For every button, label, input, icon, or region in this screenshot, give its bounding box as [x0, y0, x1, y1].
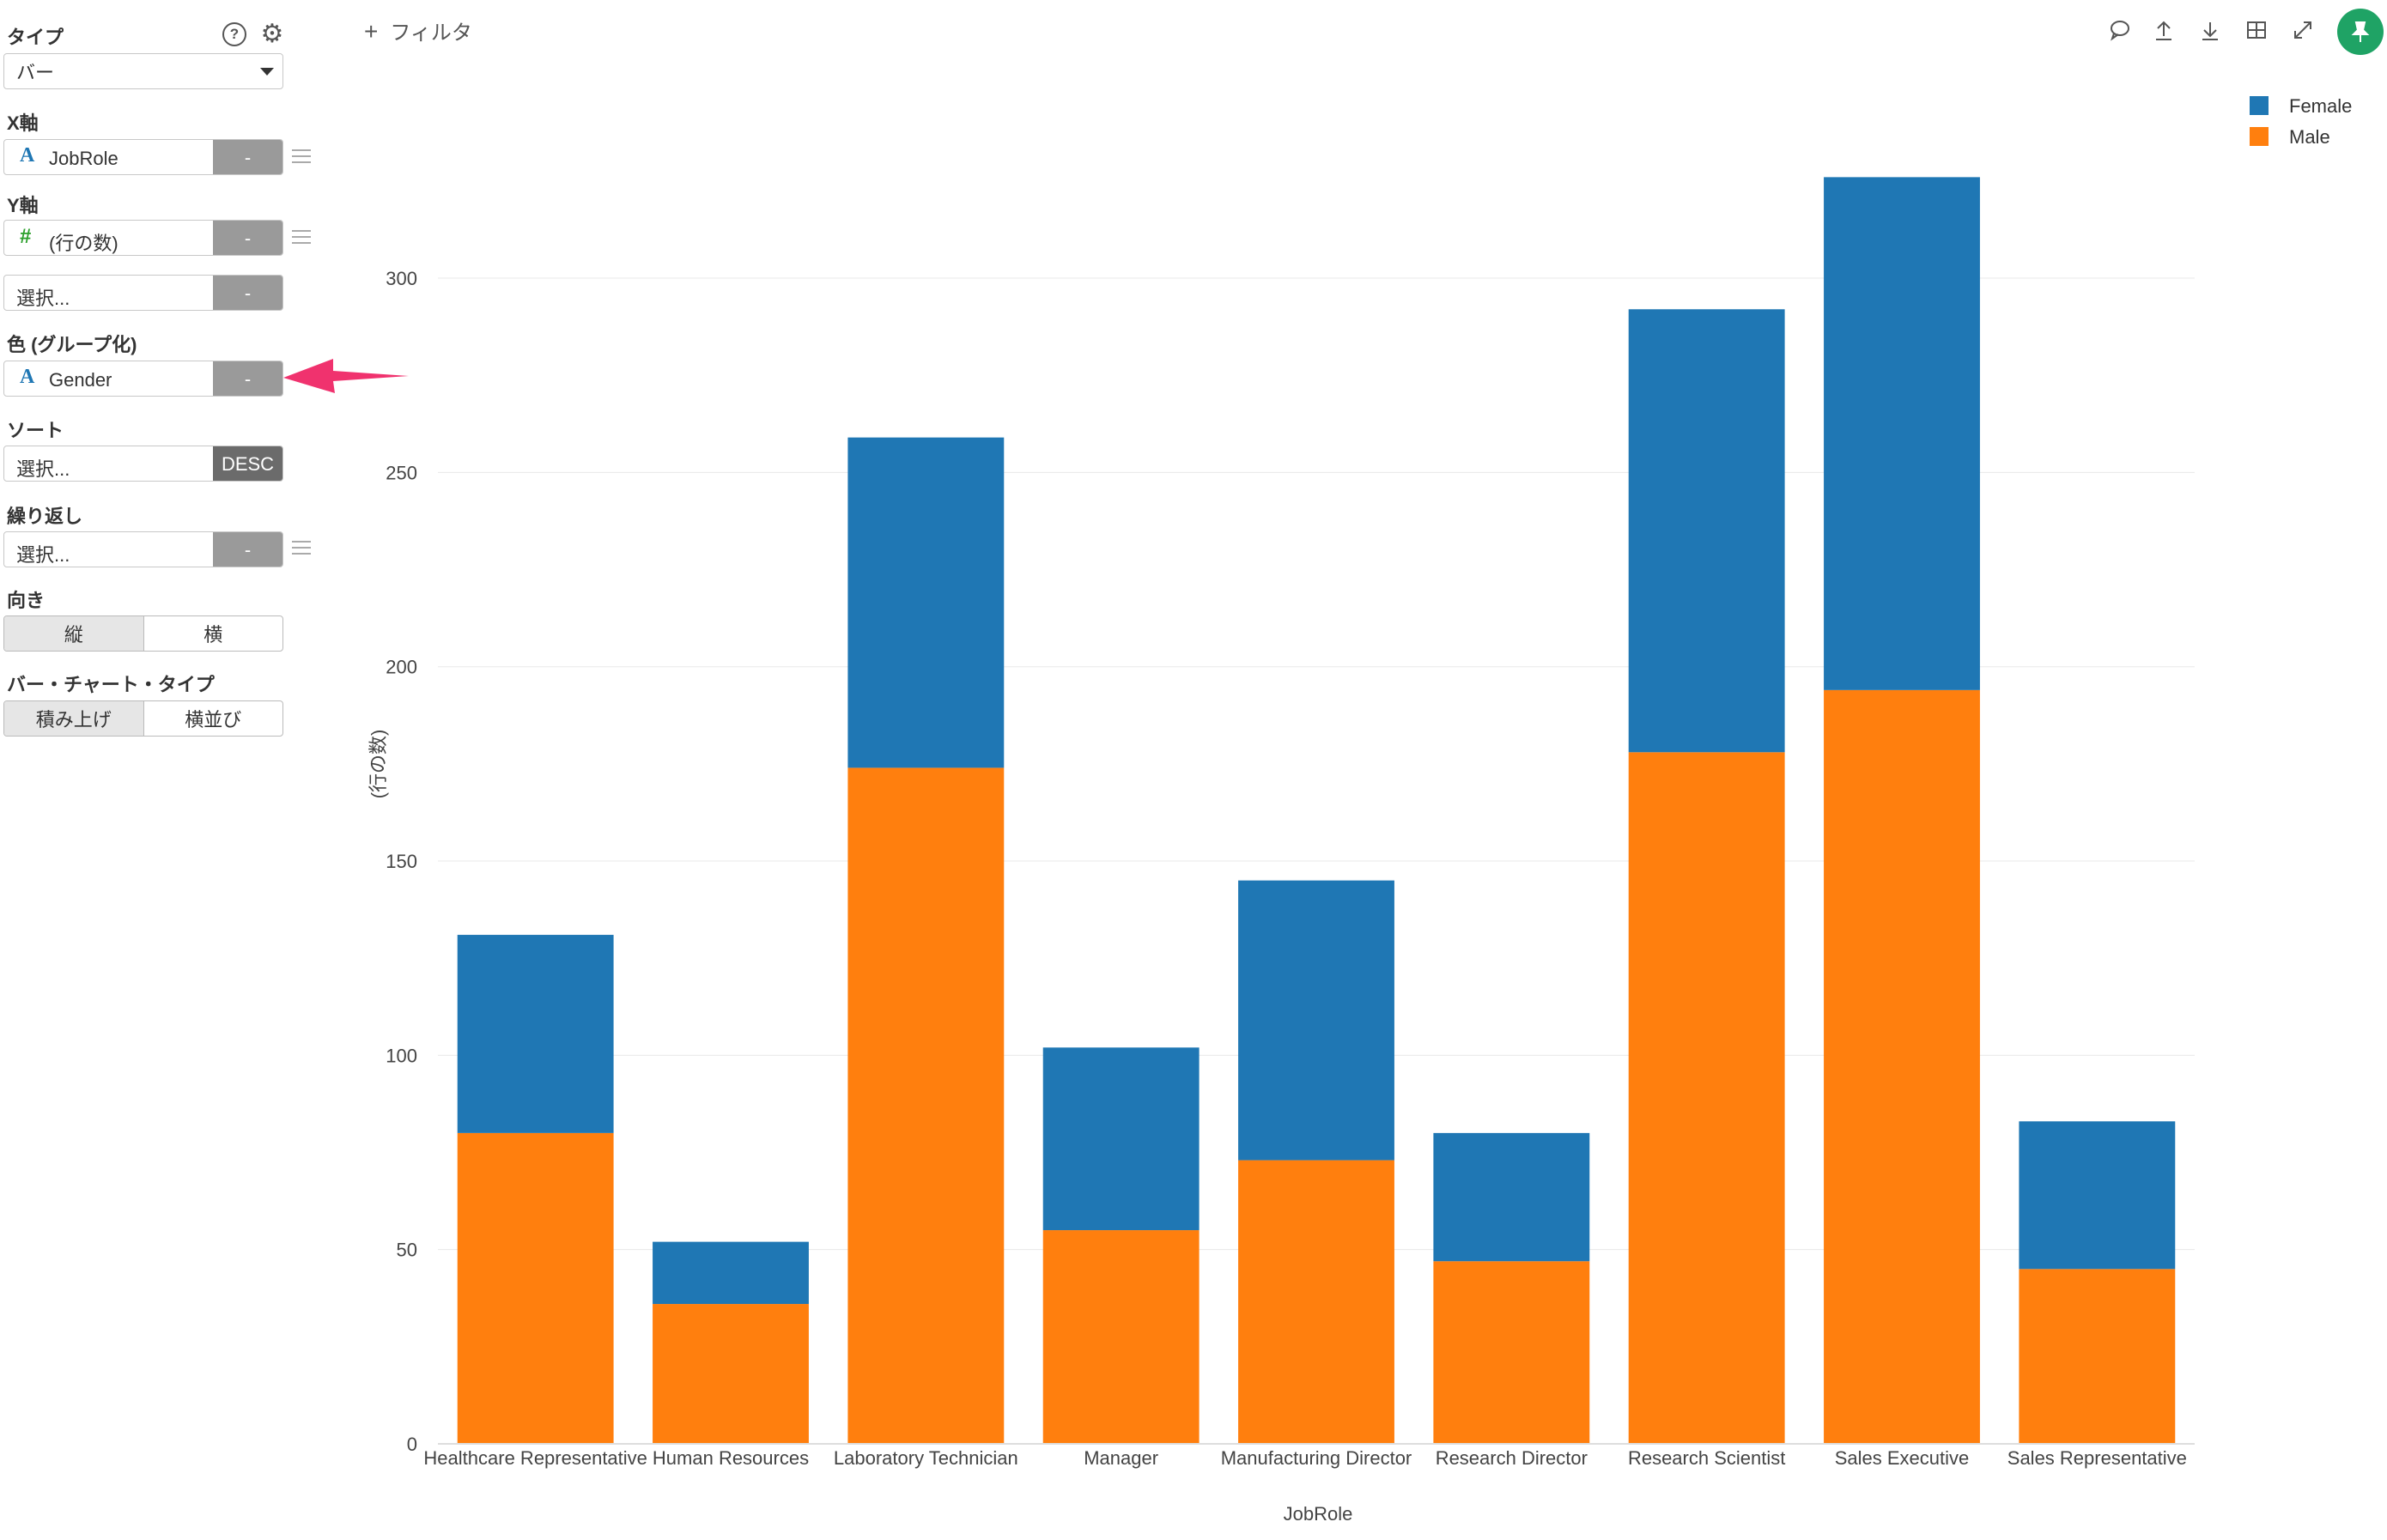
x-tick-label: Research Director [1436, 1447, 1588, 1469]
x-axis-menu-icon[interactable] [292, 149, 311, 163]
legend-label-female: Female [2289, 95, 2352, 117]
annotation-arrow [283, 359, 409, 393]
filter-label: フィルタ [390, 21, 472, 45]
bar-female[interactable] [1824, 177, 1980, 690]
add-filter-button[interactable]: + フィルタ [364, 15, 472, 45]
table-icon[interactable] [2242, 15, 2271, 45]
bar-female[interactable] [457, 935, 614, 1133]
x-tick-label: Manufacturing Director [1221, 1447, 1412, 1469]
y-tick-label: 150 [386, 851, 417, 872]
y-axis-field[interactable]: # (行の数) - [3, 220, 283, 256]
bars [457, 177, 2176, 1444]
bar-chart-type-toggle: 積み上げ 横並び [3, 700, 283, 737]
y-tick-label: 0 [407, 1434, 417, 1455]
x-axis-field-name: JobRole [49, 148, 118, 169]
bar-male[interactable] [1433, 1261, 1590, 1444]
color-options-button[interactable]: - [212, 361, 282, 396]
x-axis-title: JobRole [1284, 1503, 1353, 1525]
color-label: 色 (グループ化) [7, 334, 137, 355]
legend-swatch-female [2250, 96, 2269, 115]
y-axis-tick-labels: 0 50 100 150 200 250 300 [386, 268, 417, 1455]
x-axis-field[interactable]: A JobRole - [3, 139, 283, 175]
sort-field[interactable]: 選択... DESC [3, 446, 283, 482]
comment-icon[interactable] [2105, 15, 2135, 45]
chart-type-value: バー [16, 62, 55, 83]
orientation-vertical[interactable]: 縦 [4, 616, 144, 651]
bar-female[interactable] [1238, 880, 1394, 1161]
repeat-menu-icon[interactable] [292, 541, 311, 555]
y-axis-title: (行の数) [367, 730, 389, 799]
y-axis-options-button[interactable]: - [212, 221, 282, 255]
chevron-down-icon [260, 68, 274, 76]
color-field[interactable]: A Gender - [3, 361, 283, 397]
color-field-name: Gender [49, 369, 112, 391]
x-tick-label: Healthcare Representative [423, 1447, 647, 1469]
x-tick-label: Laboratory Technician [834, 1447, 1018, 1469]
bar-male[interactable] [653, 1304, 809, 1444]
bar-male[interactable] [2019, 1269, 2176, 1444]
text-type-icon: A [20, 144, 35, 167]
repeat-placeholder: 選択... [16, 544, 70, 566]
bar-female[interactable] [1433, 1132, 1590, 1262]
bar-female[interactable] [2019, 1121, 2176, 1270]
orientation-horizontal[interactable]: 横 [203, 624, 223, 646]
bar-female[interactable] [847, 437, 1005, 768]
x-axis-tick-labels: Healthcare Representative Human Resources… [423, 1447, 2186, 1469]
sort-placeholder: 選択... [16, 458, 70, 480]
sort-label: ソート [7, 420, 64, 441]
x-axis-label: X軸 [7, 112, 39, 134]
legend-label-male: Male [2289, 126, 2330, 148]
bar-male[interactable] [1628, 752, 1785, 1444]
y-tick-label: 50 [397, 1240, 417, 1261]
x-tick-label: Human Resources [653, 1447, 809, 1469]
bar-female[interactable] [1628, 309, 1785, 753]
bar-male[interactable] [457, 1132, 614, 1444]
orientation-label: 向き [7, 590, 46, 611]
x-axis-options-button[interactable]: - [212, 140, 282, 174]
y-axis-menu-icon[interactable] [292, 230, 311, 244]
y-axis-field-name: (行の数) [49, 233, 118, 254]
upload-icon[interactable] [2149, 15, 2178, 45]
bar-chart-type-label: バー・チャート・タイプ [7, 674, 215, 695]
x-tick-label: Manager [1084, 1447, 1158, 1469]
text-type-icon: A [20, 366, 35, 388]
y-axis-secondary-placeholder: 選択... [16, 288, 70, 309]
bar-male[interactable] [1824, 689, 1980, 1444]
bar-male[interactable] [1042, 1230, 1200, 1444]
bar-female[interactable] [1042, 1047, 1200, 1231]
orientation-toggle: 縦 横 [3, 615, 283, 652]
y-tick-label: 100 [386, 1045, 417, 1066]
type-label: タイプ [7, 27, 64, 48]
x-tick-label: Sales Executive [1835, 1447, 1970, 1469]
sort-order-button[interactable]: DESC [212, 446, 282, 481]
x-tick-label: Research Scientist [1628, 1447, 1785, 1469]
expand-icon[interactable] [2288, 15, 2317, 45]
legend-swatch-male [2250, 127, 2269, 146]
download-icon[interactable] [2196, 15, 2225, 45]
y-tick-label: 200 [386, 657, 417, 678]
bar-type-stacked[interactable]: 積み上げ [4, 701, 144, 736]
y-axis-secondary-button[interactable]: - [212, 276, 282, 310]
repeat-options-button[interactable]: - [212, 532, 282, 567]
plus-icon: + [364, 18, 379, 45]
chart-settings-panel: タイプ ? ⚙ バー X軸 A JobRole - Y軸 # (行の数) - 選… [0, 0, 311, 1540]
y-tick-label: 250 [386, 462, 417, 483]
number-type-icon: # [20, 225, 32, 248]
bar-male[interactable] [1238, 1160, 1394, 1444]
gear-icon[interactable]: ⚙ [260, 19, 284, 48]
bar-male[interactable] [847, 767, 1005, 1444]
x-tick-label: Sales Representative [2007, 1447, 2187, 1469]
help-icon[interactable]: ? [222, 22, 246, 46]
y-axis-secondary-field[interactable]: 選択... - [3, 275, 283, 311]
repeat-field[interactable]: 選択... - [3, 531, 283, 567]
legend: Female Male [2250, 95, 2352, 148]
bar-type-grouped[interactable]: 横並び [185, 709, 242, 731]
bar-female[interactable] [653, 1241, 809, 1305]
chart-type-select[interactable]: バー [3, 53, 283, 89]
y-tick-label: 300 [386, 268, 417, 289]
y-axis-label: Y軸 [7, 195, 39, 216]
pin-icon[interactable] [2337, 9, 2384, 55]
repeat-label: 繰り返し [7, 506, 83, 527]
